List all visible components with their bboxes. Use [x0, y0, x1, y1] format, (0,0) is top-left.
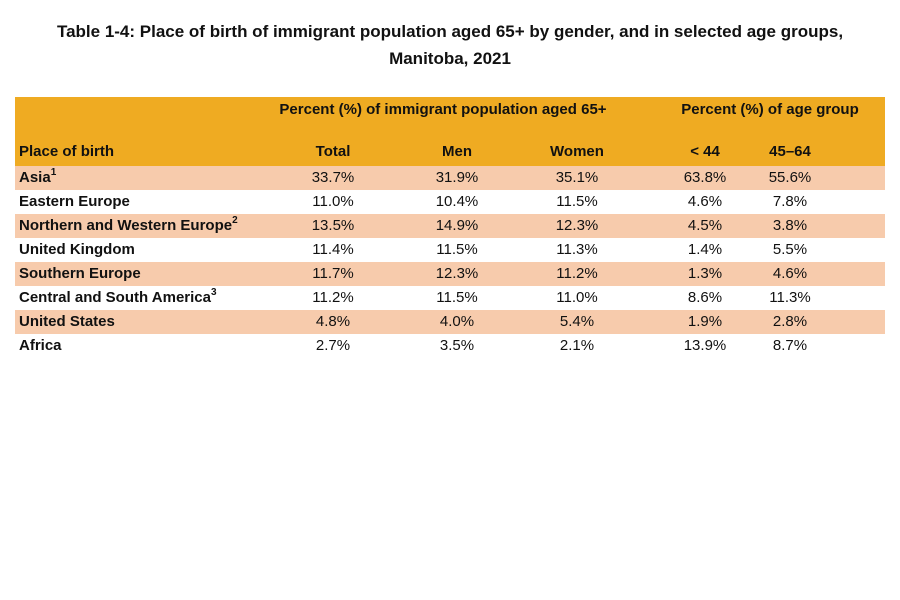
cell-under-44: 1.4%: [687, 241, 723, 258]
cell-total: 11.4%: [312, 241, 354, 258]
cell-men: 10.4%: [435, 193, 479, 210]
place-label: United Kingdom: [19, 241, 135, 258]
table-title: Table 1-4: Place of birth of immigrant p…: [56, 22, 844, 68]
cell-45-64: 11.3%: [769, 289, 811, 306]
column-header-men: Men: [442, 143, 472, 160]
footnote-marker: 2: [232, 215, 238, 226]
column-header-under-44: < 44: [690, 143, 720, 160]
cell-under-44: 1.9%: [687, 313, 723, 330]
place-label: Africa: [19, 337, 62, 354]
cell-under-44: 4.6%: [687, 193, 723, 210]
table-header: Percent (%) of immigrant population aged…: [15, 97, 885, 166]
column-header-women: Women: [550, 143, 604, 160]
cell-total: 11.7%: [312, 265, 354, 282]
cell-under-44: 1.3%: [687, 265, 723, 282]
cell-men: 11.5%: [436, 241, 478, 258]
place-label: Central and South America: [19, 289, 211, 306]
place-label: Asia: [19, 169, 51, 186]
cell-45-64: 55.6%: [768, 169, 812, 186]
place-of-birth: Central and South America3: [19, 286, 217, 310]
table-body: Asia1 33.7% 31.9% 35.1% 63.8% 55.6% Eastern Eu…: [15, 166, 885, 358]
cell-women: 11.5%: [556, 193, 598, 210]
cell-under-44: 8.6%: [687, 289, 723, 306]
table-row: Eastern Europe 11.0% 10.4% 11.5% 4.6% 7.8%: [15, 190, 885, 214]
column-header-45-64: 45–64: [769, 143, 811, 160]
cell-total: 11.0%: [312, 193, 354, 210]
cell-45-64: 2.8%: [772, 313, 808, 330]
cell-total: 4.8%: [315, 313, 351, 330]
cell-women: 11.3%: [556, 241, 598, 258]
cell-women: 35.1%: [555, 169, 599, 186]
place-of-birth: United States: [19, 310, 115, 334]
cell-women: 2.1%: [559, 337, 595, 354]
table-row: Northern and Western Europe2 13.5% 14.9% 12…: [15, 214, 885, 238]
place-of-birth: Eastern Europe: [19, 190, 130, 214]
table-row: United States 4.8% 4.0% 5.4% 1.9% 2.8%: [15, 310, 885, 334]
place-of-birth: Africa: [19, 334, 62, 358]
cell-total: 33.7%: [311, 169, 355, 186]
table-row: Asia1 33.7% 31.9% 35.1% 63.8% 55.6%: [15, 166, 885, 190]
cell-women: 11.0%: [556, 289, 598, 306]
cell-men: 14.9%: [435, 217, 479, 234]
group-header-immigrant-65plus: Percent (%) of immigrant population aged…: [279, 101, 607, 118]
place-label: Northern and Western Europe: [19, 217, 233, 234]
cell-men: 12.3%: [435, 265, 479, 282]
place-of-birth: Southern Europe: [19, 262, 141, 286]
footnote-marker: 3: [210, 287, 217, 298]
table-row: Southern Europe 11.7% 12.3% 11.2% 1.3% 4.6%: [15, 262, 885, 286]
cell-men: 31.9%: [435, 169, 479, 186]
cell-45-64: 5.5%: [772, 241, 808, 258]
column-header-total: Total: [315, 143, 351, 160]
cell-45-64: 7.8%: [772, 193, 808, 210]
cell-total: 13.5%: [311, 217, 355, 234]
cell-total: 2.7%: [315, 337, 351, 354]
cell-under-44: 63.8%: [683, 169, 727, 186]
table-row: Central and South America3 11.2% 11.5% 11.0…: [15, 286, 885, 310]
cell-45-64: 8.7%: [772, 337, 808, 354]
group-header-age-group: Percent (%) of age group: [681, 101, 859, 118]
place-label: Eastern Europe: [19, 193, 130, 210]
cell-total: 11.2%: [312, 289, 354, 306]
cell-women: 11.2%: [556, 265, 598, 282]
cell-45-64: 3.8%: [772, 217, 808, 234]
place-label: Southern Europe: [19, 265, 141, 282]
place-of-birth: Northern and Western Europe2: [19, 214, 238, 238]
data-table: Percent (%) of immigrant population aged…: [15, 97, 885, 358]
cell-men: 11.5%: [436, 289, 478, 306]
footnote-marker: 1: [50, 167, 57, 178]
cell-men: 4.0%: [439, 313, 475, 330]
cell-men: 3.5%: [439, 337, 475, 354]
cell-women: 5.4%: [559, 313, 595, 330]
place-of-birth: United Kingdom: [19, 238, 135, 262]
cell-45-64: 4.6%: [772, 265, 808, 282]
place-label: United States: [19, 313, 115, 330]
table-row: United Kingdom 11.4% 11.5% 11.3% 1.4% 5.5%: [15, 238, 885, 262]
cell-under-44: 4.5%: [687, 217, 723, 234]
cell-under-44: 13.9%: [683, 337, 727, 354]
table-row: Africa 2.7% 3.5% 2.1% 13.9% 8.7%: [15, 334, 885, 358]
column-header-place: Place of birth: [19, 143, 115, 160]
cell-women: 12.3%: [555, 217, 599, 234]
place-of-birth: Asia1: [19, 166, 56, 190]
